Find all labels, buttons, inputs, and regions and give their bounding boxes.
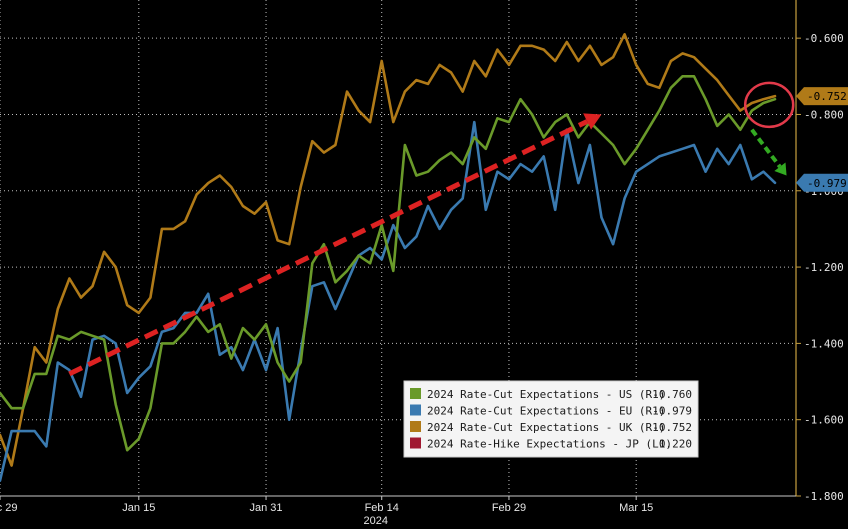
y-tick-label: -1.200 <box>804 261 844 274</box>
badge-layer: -0.752 -0.979 <box>796 87 848 192</box>
x-tick-label: Dec 29 <box>0 502 17 514</box>
annotation-layer <box>68 81 795 377</box>
value-badge-pointer <box>796 173 804 192</box>
y-tick-label: -0.800 <box>804 108 844 121</box>
value-badge-pointer <box>796 87 804 106</box>
x-tick-label: Jan 31 <box>250 502 283 514</box>
down-arrow-head <box>774 162 787 176</box>
legend-swatch <box>410 404 421 416</box>
legend: 2024 Rate-Cut Expectations - US (R1)-0.7… <box>403 380 699 458</box>
value-badge-label: -0.752 <box>807 90 847 103</box>
x-year-label: 2024 <box>363 515 387 527</box>
value-badge <box>804 173 848 192</box>
legend-label: 2024 Rate-Cut Expectations - UK (R1) <box>427 421 665 434</box>
legend-swatch <box>410 421 421 432</box>
x-tick-label: Feb 14 <box>365 502 399 514</box>
legend-value: -0.752 <box>652 421 692 434</box>
legend-label: 2024 Rate-Cut Expectations - EU (R1) <box>427 405 665 418</box>
trend-arrow-head <box>583 113 602 130</box>
highlight-circle <box>743 81 795 129</box>
x-tick-label: Jan 15 <box>122 502 155 514</box>
value-badge <box>804 87 848 106</box>
series-line-2 <box>0 33 777 467</box>
y-tick-label: -1.600 <box>804 414 844 427</box>
x-tick-label: Feb 29 <box>492 502 526 514</box>
legend-value: -0.979 <box>652 405 692 418</box>
series-layer <box>0 33 777 482</box>
series-line-0 <box>0 75 777 452</box>
legend-label: 2024 Rate-Cut Expectations - US (R1) <box>427 388 665 401</box>
down-arrow-shaft <box>750 128 782 168</box>
legend-value: 0.220 <box>659 438 692 451</box>
y-tick-label: -1.800 <box>804 490 844 503</box>
legend-swatch <box>410 437 421 449</box>
legend-swatch <box>410 388 421 399</box>
legend-value: -0.760 <box>652 388 692 401</box>
legend-box <box>403 380 699 458</box>
series-line-1 <box>0 120 777 482</box>
y-tick-label: -1.400 <box>804 337 844 350</box>
x-tick-label: Mar 15 <box>619 502 653 514</box>
trend-arrow-shaft <box>68 119 589 377</box>
y-tick-label: -0.600 <box>804 32 844 45</box>
legend-label: 2024 Rate-Hike Expectations - JP (L1) <box>427 438 672 451</box>
value-badge-label: -0.979 <box>807 177 847 190</box>
